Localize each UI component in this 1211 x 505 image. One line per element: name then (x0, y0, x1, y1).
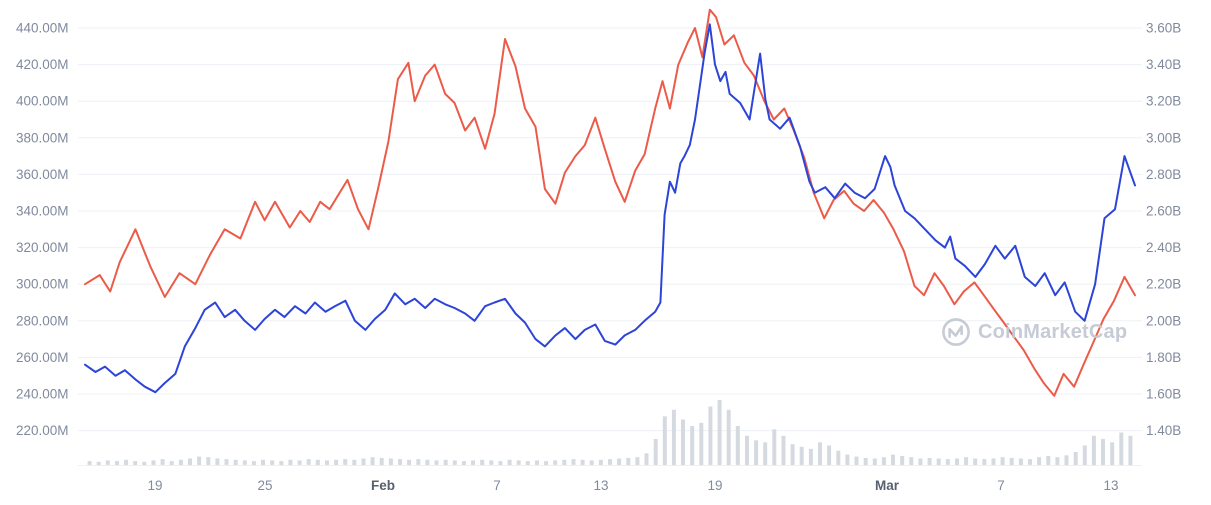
svg-text:400.00M: 400.00M (16, 94, 69, 109)
svg-text:7: 7 (997, 478, 1005, 493)
svg-text:7: 7 (493, 478, 501, 493)
svg-text:2.20B: 2.20B (1146, 277, 1181, 292)
svg-text:1.80B: 1.80B (1146, 350, 1181, 365)
svg-text:380.00M: 380.00M (16, 130, 69, 145)
volume-bars (87, 400, 1133, 466)
svg-text:Mar: Mar (875, 478, 900, 493)
svg-text:13: 13 (1103, 478, 1118, 493)
svg-text:340.00M: 340.00M (16, 204, 69, 219)
svg-text:2.40B: 2.40B (1146, 240, 1181, 255)
svg-text:260.00M: 260.00M (16, 350, 69, 365)
svg-text:360.00M: 360.00M (16, 167, 69, 182)
y-axis-left: 440.00M 420.00M 400.00M 380.00M 360.00M 340.0… (16, 21, 69, 439)
svg-text:3.40B: 3.40B (1146, 57, 1181, 72)
svg-text:25: 25 (257, 478, 272, 493)
svg-text:2.00B: 2.00B (1146, 313, 1181, 328)
svg-text:2.60B: 2.60B (1146, 204, 1181, 219)
series-red-line-left-axis (84, 8, 1136, 397)
svg-text:240.00M: 240.00M (16, 387, 69, 402)
svg-text:220.00M: 220.00M (16, 423, 69, 438)
svg-text:3.60B: 3.60B (1146, 21, 1181, 36)
svg-text:19: 19 (147, 478, 162, 493)
svg-text:13: 13 (593, 478, 608, 493)
gridlines (78, 27, 1142, 466)
svg-text:Feb: Feb (371, 478, 395, 493)
svg-text:19: 19 (707, 478, 722, 493)
svg-text:280.00M: 280.00M (16, 313, 69, 328)
svg-text:2.80B: 2.80B (1146, 167, 1181, 182)
x-axis: 19 25 Feb 7 13 19 Mar 7 13 (147, 478, 1118, 493)
y-axis-right: 3.60B 3.40B 3.20B 3.00B 2.80B 2.60B 2.40B 2.20B… (1146, 21, 1181, 439)
svg-text:1.40B: 1.40B (1146, 423, 1181, 438)
svg-text:300.00M: 300.00M (16, 277, 69, 292)
series-blue-line-right-axis (84, 23, 1136, 394)
svg-text:420.00M: 420.00M (16, 57, 69, 72)
svg-text:3.20B: 3.20B (1146, 94, 1181, 109)
svg-text:3.00B: 3.00B (1146, 130, 1181, 145)
svg-text:320.00M: 320.00M (16, 240, 69, 255)
svg-text:440.00M: 440.00M (16, 21, 69, 36)
svg-text:1.60B: 1.60B (1146, 387, 1181, 402)
